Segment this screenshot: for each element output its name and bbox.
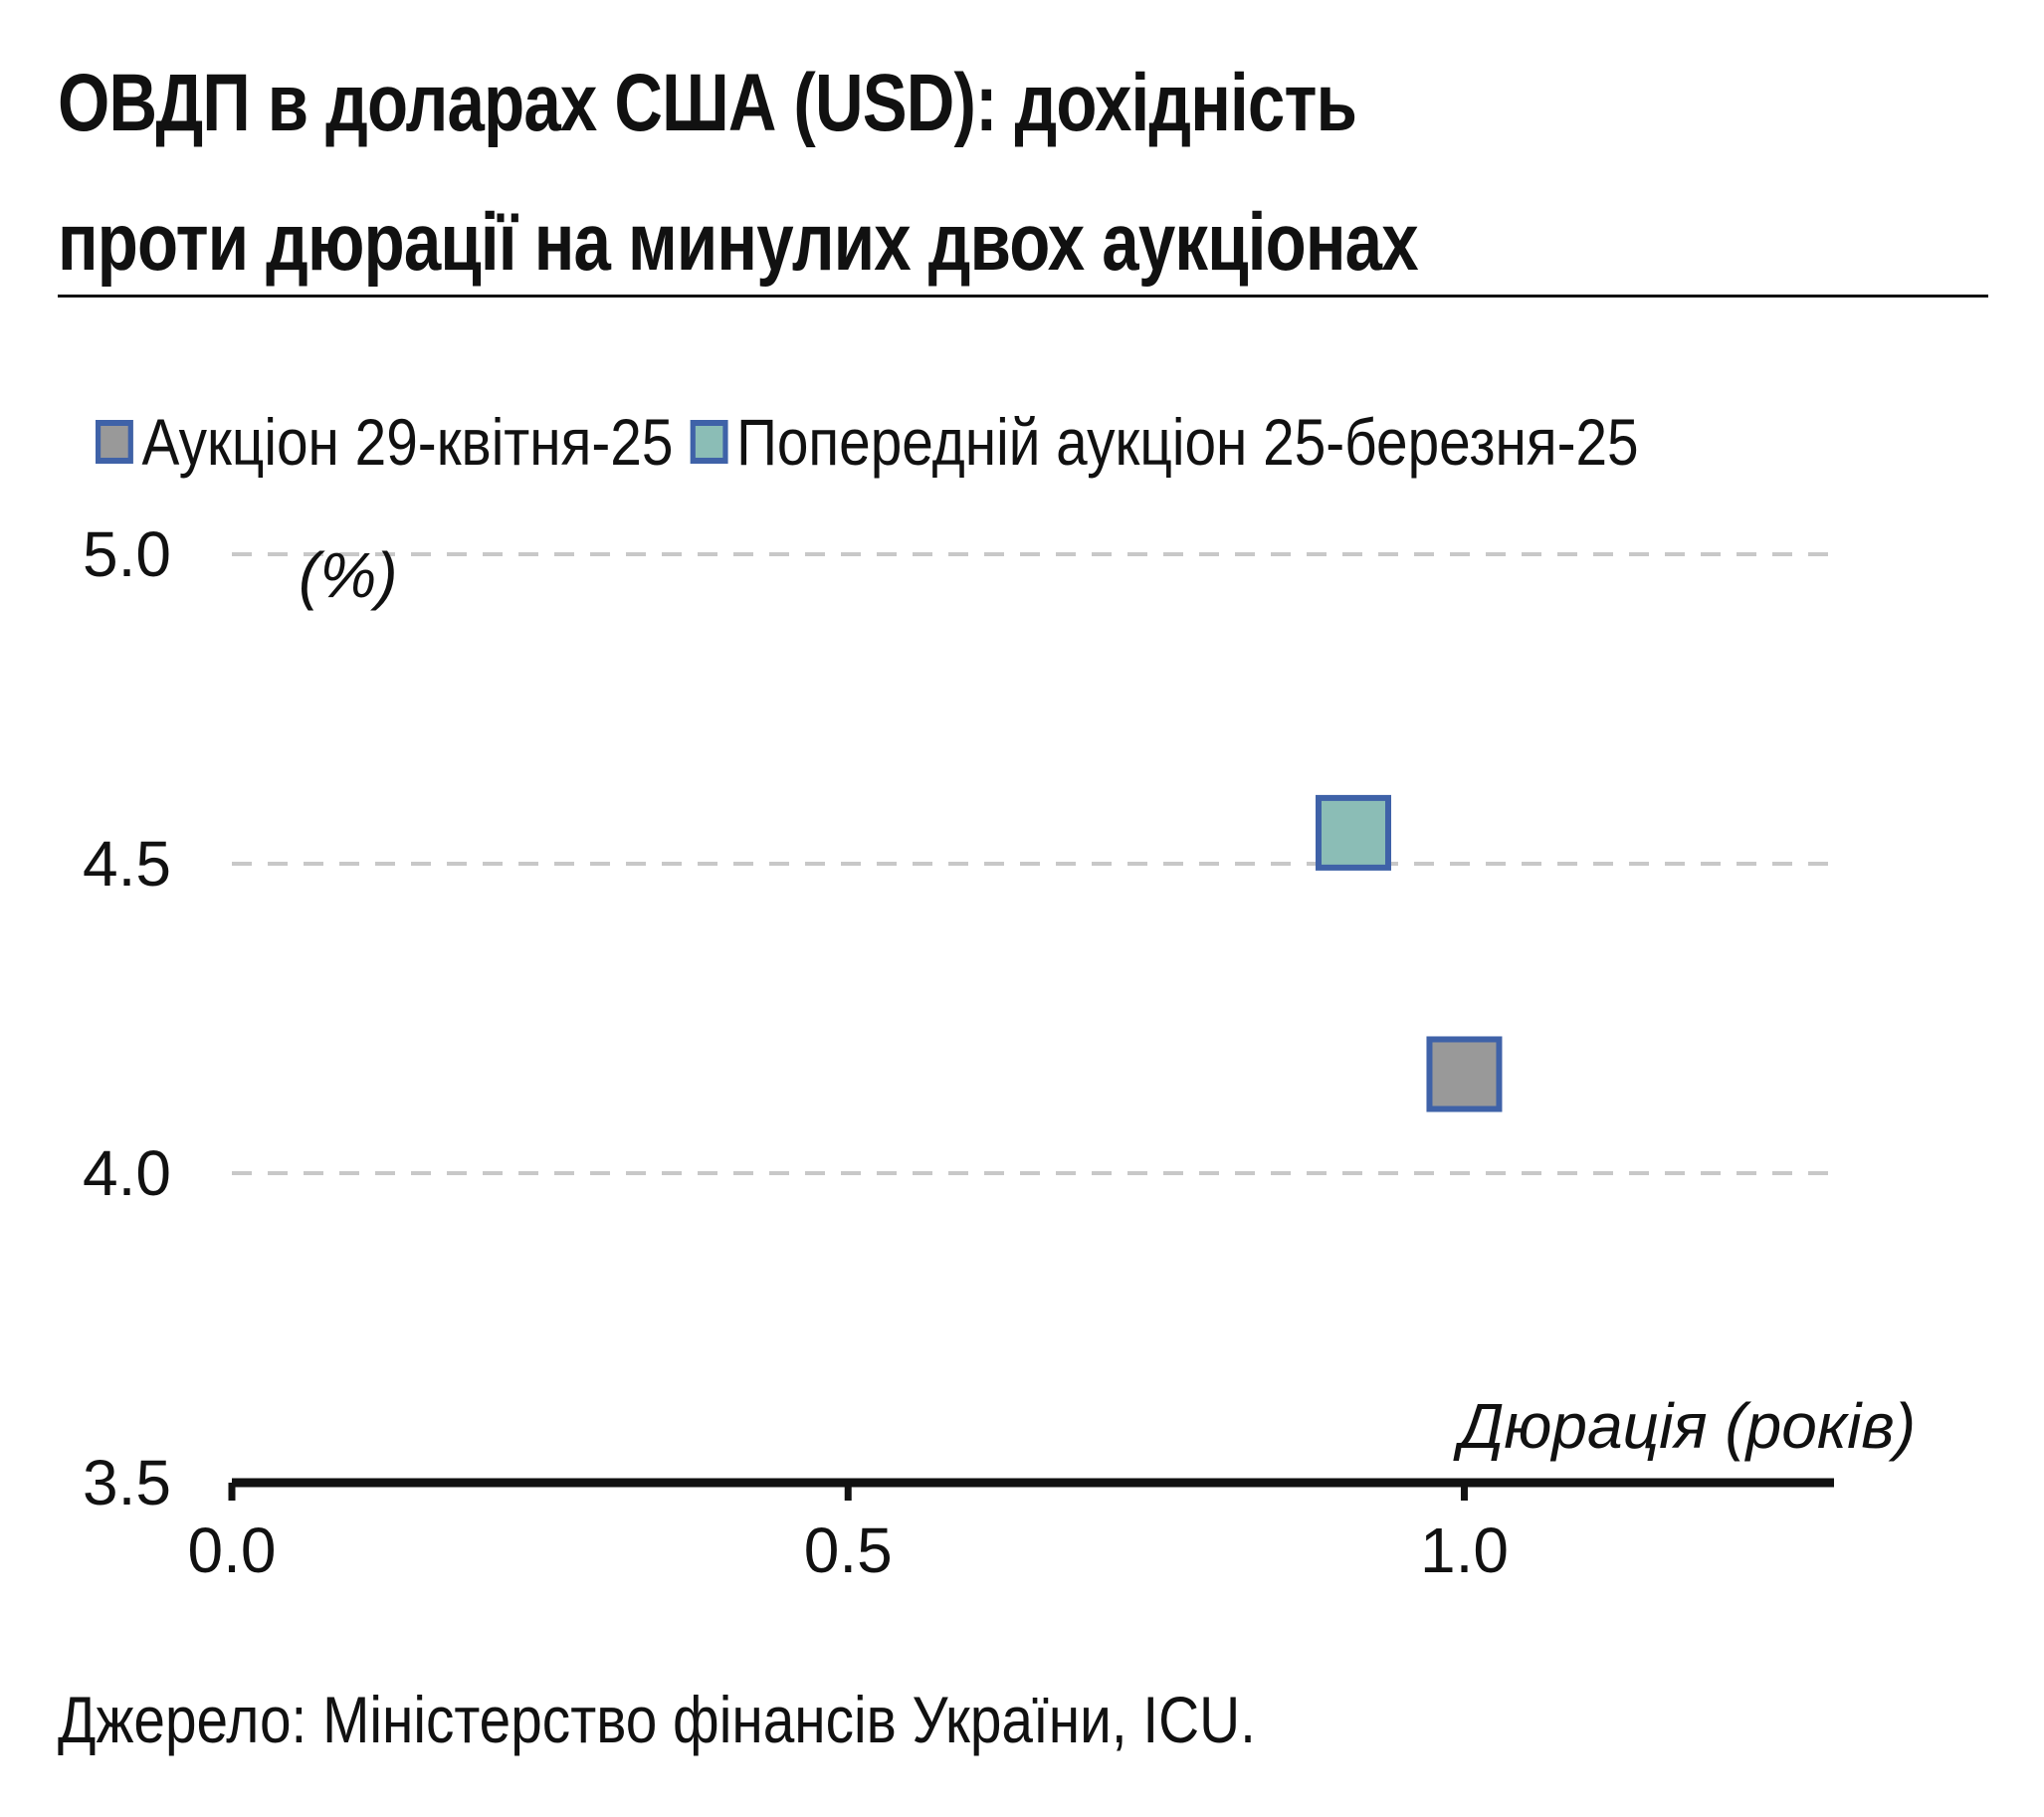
y-axis-ticks: 5.0 4.5 4.0 3.5 xyxy=(83,518,171,1518)
legend-item-previous-auction: Попередній аукціон 25-березня-25 xyxy=(690,404,1639,480)
y-tick-label-0: 5.0 xyxy=(83,518,171,590)
source-note: Джерело: Міністерство фінансів України, … xyxy=(58,1683,1256,1756)
data-points xyxy=(1316,794,1503,1112)
legend-label-current-auction: Аукціон 29-квітня-25 xyxy=(141,405,674,479)
x-tick-label-1: 0.5 xyxy=(804,1514,893,1586)
chart-legend: Аукціон 29-квітня-25 Попередній аукціон … xyxy=(96,402,1656,482)
grid-lines xyxy=(232,552,1834,1175)
chart-title: ОВДП в доларах США (USD): дохідність про… xyxy=(58,34,1641,312)
x-axis-title: Дюрація (років) xyxy=(1453,1390,1916,1462)
chart-title-line-1: ОВДП в доларах США (USD): дохідність xyxy=(58,58,1357,148)
x-tick-label-2: 1.0 xyxy=(1420,1514,1509,1586)
x-tick-label-0: 0.0 xyxy=(188,1514,277,1586)
y-tick-label-2: 4.0 xyxy=(83,1137,171,1209)
legend-item-current-auction: Аукціон 29-квітня-25 xyxy=(96,404,673,480)
legend-label-previous-auction: Попередній аукціон 25-березня-25 xyxy=(736,405,1639,479)
data-point-series-1-0 xyxy=(1316,794,1391,871)
title-divider xyxy=(58,295,1988,298)
y-tick-label-1: 4.5 xyxy=(83,828,171,900)
scatter-chart: 5.0 4.5 4.0 3.5 0.0 0.5 1.0 (%) Дюрація (рокі… xyxy=(83,518,1916,1586)
legend-swatch-current-auction xyxy=(96,420,133,464)
y-axis-title: (%) xyxy=(299,539,398,611)
legend-swatch-previous-auction xyxy=(690,420,728,464)
chart-title-line-2: проти дюрації на минулих двох аукціонах xyxy=(58,197,1419,288)
x-axis: 0.0 0.5 1.0 xyxy=(188,1478,1834,1586)
data-point-series-0-0 xyxy=(1426,1036,1503,1112)
y-tick-label-3: 3.5 xyxy=(83,1447,171,1518)
